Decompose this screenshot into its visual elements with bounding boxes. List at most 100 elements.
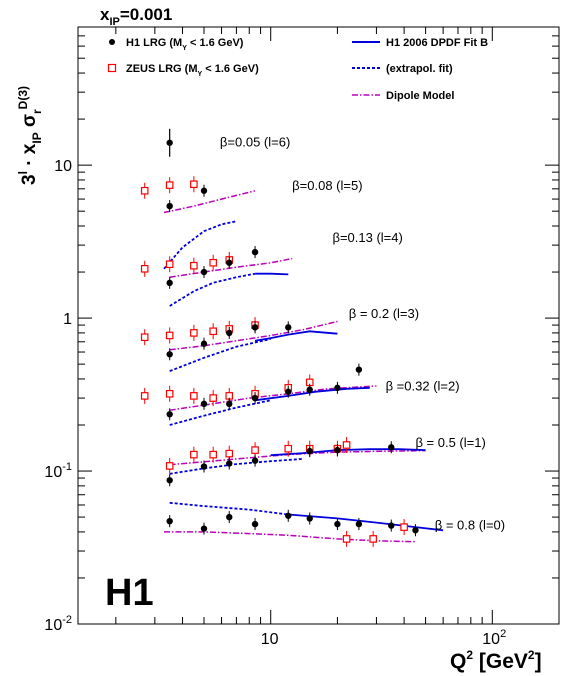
h1-point: [226, 329, 233, 337]
zeus-point: [190, 261, 198, 270]
fit-curve: [288, 513, 444, 532]
bin-label: β = 0.8 (l=0): [435, 517, 505, 532]
bin-label: β =0.32 (l=2): [386, 379, 460, 394]
h1-point: [226, 259, 233, 266]
zeus-point: [190, 450, 198, 459]
zeus-point: [209, 394, 217, 402]
zeus-point: [342, 441, 351, 449]
y-axis-label: 3l · xIP σrD(3): [16, 86, 44, 185]
h1-point: [285, 512, 292, 519]
h1-point: [226, 460, 233, 467]
legend-marker-zeus: [107, 63, 117, 73]
h1-point: [285, 324, 292, 331]
y-tick-label: 10: [54, 158, 72, 175]
legend: H1 LRG (MY < 1.6 GeV) ZEUS LRG (MY < 1.6…: [107, 37, 488, 102]
y-tick-label: 10-1: [44, 461, 72, 481]
x-tick-label: 10: [261, 631, 279, 648]
h1-point: [306, 515, 313, 522]
fit-curve: [255, 272, 289, 276]
legend-item-extrap: (extrapol. fit): [352, 63, 453, 75]
zeus-point: [284, 444, 293, 453]
bin-label: β = 0.5 (l=1): [415, 435, 485, 450]
axes: 10 102 10-2 10-1 1 10: [44, 26, 560, 648]
x-tick-label: 102: [482, 628, 506, 648]
data-points: [140, 128, 419, 547]
zeus-point: [190, 392, 198, 400]
dipole-curve: [164, 531, 416, 543]
dipole-curve: [169, 257, 293, 278]
h1-point: [285, 388, 292, 395]
zeus-point: [165, 331, 174, 340]
zeus-point: [165, 462, 174, 470]
h1-point: [166, 279, 173, 287]
h1-point: [251, 457, 259, 464]
bin-label: β=0.13 (l=4): [332, 230, 402, 245]
legend-item-dipole: Dipole Model: [352, 90, 454, 102]
zeus-point: [342, 535, 351, 543]
zeus-point: [140, 265, 149, 273]
zeus-point: [190, 329, 198, 337]
y-tick-label: 1: [63, 311, 72, 328]
h1-point: [306, 447, 313, 455]
h1-point: [166, 202, 173, 210]
legend-item-fit: H1 2006 DPDF Fit B: [352, 37, 488, 49]
legend-label-h1: H1 LRG (MY < 1.6 GeV): [126, 37, 244, 52]
y-tick-label: 10-2: [44, 614, 72, 634]
zeus-point: [165, 260, 174, 269]
x-axis-label: Q2 [GeV2]: [450, 648, 542, 673]
h1-point: [166, 517, 173, 525]
h1-point: [251, 520, 259, 528]
zeus-point: [140, 186, 149, 195]
fit-extrapolated-curve: [163, 220, 237, 270]
h1-point: [200, 268, 208, 276]
h1-point: [200, 463, 208, 470]
zeus-point: [209, 450, 217, 459]
bin-label: β = 0.2 (l=3): [349, 306, 419, 321]
h1-watermark: H1: [105, 572, 154, 614]
zeus-point: [400, 523, 408, 531]
h1-point: [306, 386, 313, 393]
fit-extrapolated-curve: [169, 272, 256, 307]
h1-point: [166, 351, 173, 358]
legend-item-zeus: ZEUS LRG (MY < 1.6 GeV): [107, 63, 259, 78]
h1-point: [251, 394, 259, 402]
h1-point: [334, 520, 341, 528]
fit-curve: [254, 386, 370, 402]
fit-curve: [270, 448, 426, 457]
h1-point: [388, 522, 395, 529]
legend-label-fit: H1 2006 DPDF Fit B: [386, 37, 488, 49]
h1-point: [166, 477, 173, 484]
zeus-point: [140, 333, 149, 341]
dipole-curve: [169, 320, 338, 351]
h1-point: [388, 444, 395, 451]
zeus-point: [165, 181, 174, 189]
zeus-point: [251, 446, 259, 454]
bin-label: β=0.08 (l=5): [292, 178, 362, 193]
zeus-point: [369, 535, 377, 543]
zeus-point: [190, 180, 198, 189]
h1-point: [226, 513, 233, 521]
h1-point: [334, 384, 341, 392]
h1-point: [166, 139, 173, 146]
bin-label: β=0.05 (l=6): [220, 135, 290, 150]
h1-point: [226, 400, 233, 408]
zeus-point: [209, 258, 217, 267]
legend-item-h1: H1 LRG (MY < 1.6 GeV): [109, 37, 244, 52]
chart-title: xIP=0.001: [100, 5, 172, 28]
h1-point: [200, 187, 208, 194]
zeus-point: [165, 389, 174, 398]
h1-point: [200, 525, 208, 532]
zeus-point: [209, 327, 217, 336]
fit-extrapolated-curve: [169, 501, 289, 516]
fit-extrapolated-curve: [169, 458, 304, 475]
fit-extrapolated-curve: [169, 399, 271, 426]
dipole-curve: [169, 385, 377, 411]
dipole-curve: [163, 190, 256, 214]
h1-point: [200, 340, 208, 347]
legend-marker-h1: [109, 39, 115, 45]
h1-point: [355, 520, 363, 528]
h1-point: [251, 324, 259, 331]
legend-label-dipole: Dipole Model: [386, 90, 454, 102]
h1-point: [166, 411, 173, 418]
